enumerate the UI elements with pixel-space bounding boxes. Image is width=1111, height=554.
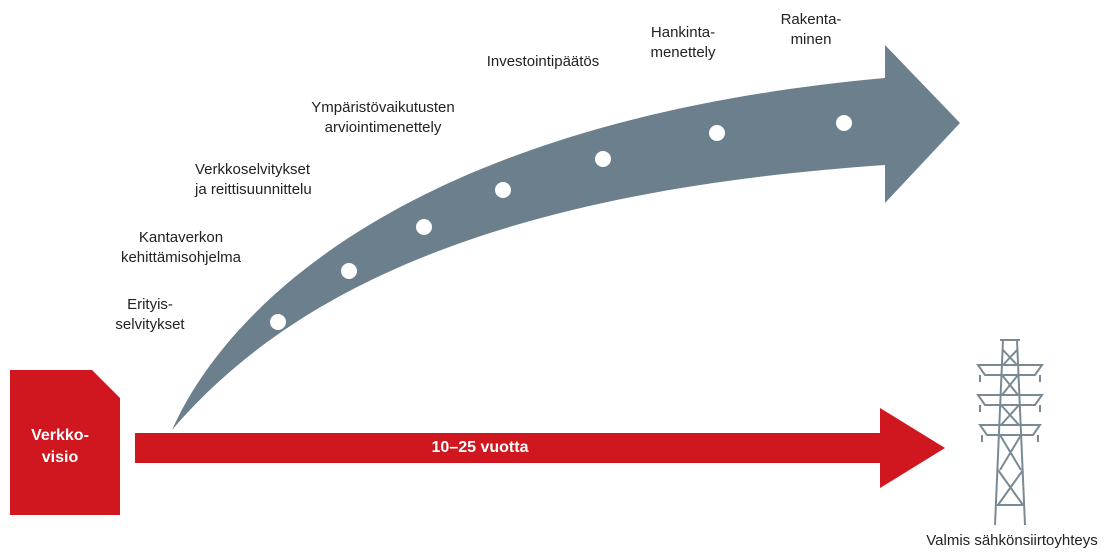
step-label: Hankinta- <box>651 24 715 41</box>
start-label: Verkko- <box>31 427 89 444</box>
step-label: minen <box>791 31 832 48</box>
duration-label: 10–25 vuotta <box>432 439 529 456</box>
dot <box>836 115 852 131</box>
step-label: Verkkoselvitykset <box>195 161 311 178</box>
start-box <box>10 370 120 515</box>
red-arrow <box>135 408 945 488</box>
dot <box>595 151 611 167</box>
step-label: ja reittisuunnittelu <box>194 181 312 198</box>
step-label: menettely <box>650 44 716 61</box>
dot <box>416 219 432 235</box>
step-label: selvitykset <box>115 316 185 333</box>
step-label: kehittämisohjelma <box>121 249 242 266</box>
end-label: Valmis sähkönsiirtoyhteys <box>926 532 1097 549</box>
step-label: Rakenta- <box>781 11 842 28</box>
step-label: arviointimenettely <box>325 119 442 136</box>
start-label: visio <box>42 449 79 466</box>
dot <box>709 125 725 141</box>
dot <box>270 314 286 330</box>
step-label: Kantaverkon <box>139 229 223 246</box>
dot <box>341 263 357 279</box>
pylon <box>976 339 1044 526</box>
dots <box>270 115 852 330</box>
gray-arrow <box>172 45 960 430</box>
step-label: Investointipäätös <box>487 53 600 70</box>
dot <box>495 182 511 198</box>
step-label: Erityis- <box>127 296 173 313</box>
step-label: Ympäristövaikutusten <box>311 99 454 116</box>
